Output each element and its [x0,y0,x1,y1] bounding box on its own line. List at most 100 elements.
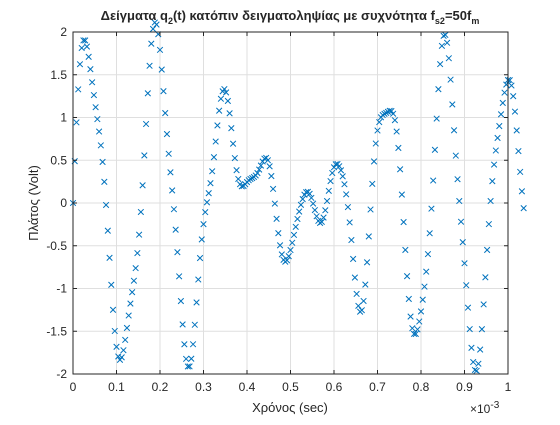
data-point [490,161,498,168]
data-point [94,115,101,123]
data-point [297,201,305,208]
data-point [186,363,193,370]
title-middle: (t) κατόπιν δειγματοληψίας με συχνότητα … [173,8,436,23]
data-point [271,200,278,207]
x-tick-label: 0.9 [456,380,473,394]
data-point [167,169,174,176]
data-point [313,213,320,220]
data-point [198,236,205,243]
y-tick-label: 2 [60,25,67,39]
data-point [88,79,96,86]
data-point [400,218,407,226]
data-point [83,43,91,50]
x-tick-label: 0.4 [239,380,256,394]
data-point [452,152,459,159]
data-point [193,299,200,306]
data-point [409,325,416,332]
data-point [209,168,216,175]
data-point [390,110,397,117]
data-point [269,185,277,193]
data-point [130,277,138,284]
data-point [466,325,473,333]
data-point [454,176,461,183]
data-point [95,128,103,135]
data-point [497,111,505,118]
data-point [492,147,499,154]
title-subscript-3: m [471,16,479,26]
data-point [355,302,362,310]
data-point [405,295,412,303]
title-subscript-1: 2 [168,16,173,26]
data-point [106,254,113,261]
data-point [249,174,256,182]
data-point [137,208,145,216]
y-tick-label: -0.5 [46,239,67,253]
data-point [369,180,376,188]
data-point [489,178,496,185]
x-tick-label: 0.7 [369,380,386,394]
x-exponent-power: -3 [490,400,499,411]
data-point [287,246,294,254]
data-point [146,62,153,69]
data-point [87,66,94,73]
data-point [216,107,223,114]
data-point [421,283,428,290]
data-point [325,187,332,195]
data-point [127,300,134,307]
data-point [365,233,372,240]
data-point [303,188,310,196]
data-point [214,122,221,129]
data-point [416,318,423,325]
data-point [410,330,418,338]
data-point [402,246,409,254]
data-point [289,239,296,246]
data-point [398,191,406,198]
data-point [296,208,303,215]
data-point [78,44,85,52]
data-point [224,97,232,105]
data-point [438,42,446,50]
data-point [433,115,440,122]
data-point [501,89,508,96]
data-point [443,39,451,46]
data-point [445,55,452,62]
title-main: Δείγματα q [101,8,168,23]
data-point [435,86,442,93]
data-point [278,251,285,258]
data-point [111,327,118,335]
data-point [120,347,127,354]
data-point [125,312,132,319]
data-point [238,183,245,190]
data-point [450,127,458,134]
data-point [73,119,80,126]
data-point [423,268,430,275]
data-point [139,182,146,189]
data-point [510,93,517,100]
data-point [419,296,426,303]
data-point [229,140,237,147]
data-point [482,274,489,281]
y-tick-label: -1 [56,282,67,296]
y-tick-label: 0.5 [50,153,67,167]
data-point [102,201,110,209]
data-point [329,169,336,177]
data-point [430,177,437,184]
data-point [370,158,378,165]
data-point [485,220,493,228]
data-point [174,249,181,256]
data-point [189,341,197,348]
data-point [144,90,151,97]
data-point [207,180,214,187]
data-point [471,366,479,374]
data-point [323,197,331,205]
x-tick-label: 0 [70,380,77,394]
data-point [222,89,230,96]
data-point [113,343,120,350]
data-point [179,321,186,328]
data-point [358,307,365,314]
data-point [109,306,117,313]
data-point [407,313,414,320]
data-point [261,155,268,162]
data-point [456,197,463,205]
